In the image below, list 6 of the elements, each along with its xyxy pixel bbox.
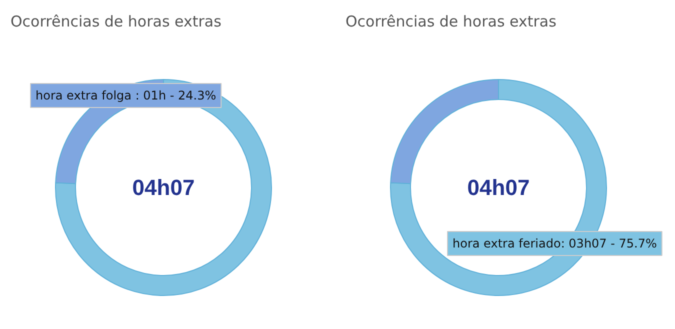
text: hora extra folga : 01h - 24.3% [36, 88, 216, 102]
text: hora extra feriado: 03h07 - 75.7% [452, 236, 657, 250]
text: 04h07 [132, 175, 195, 200]
text: 04h07 [467, 175, 530, 200]
chart-title: Ocorrências de horas extras [10, 12, 222, 30]
chart-title: Ocorrências de horas extras [346, 12, 557, 30]
